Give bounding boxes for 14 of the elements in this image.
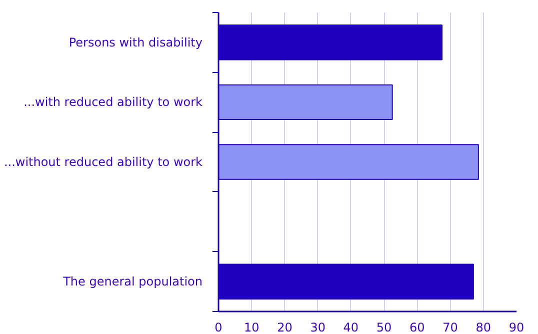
y-tick-label: Persons with disability (68, 35, 203, 50)
y-tick-label: The general population (62, 274, 203, 289)
x-tick-label: 40 (343, 320, 359, 334)
y-tick-label: ...without reduced ability to work (4, 155, 203, 169)
x-tick-label: 0 (214, 320, 222, 334)
x-tick-label: 20 (277, 320, 292, 334)
x-tick-label: 80 (476, 320, 492, 334)
x-tick-label: 10 (244, 320, 260, 334)
y-tick-label: ...with reduced ability to work (24, 95, 203, 110)
x-tick-label: 30 (310, 320, 326, 334)
x-tick-label: 50 (376, 320, 392, 334)
x-tick-label: 60 (410, 320, 425, 334)
x-tick-label: 90 (508, 320, 524, 334)
x-tick-label: 70 (442, 320, 458, 334)
